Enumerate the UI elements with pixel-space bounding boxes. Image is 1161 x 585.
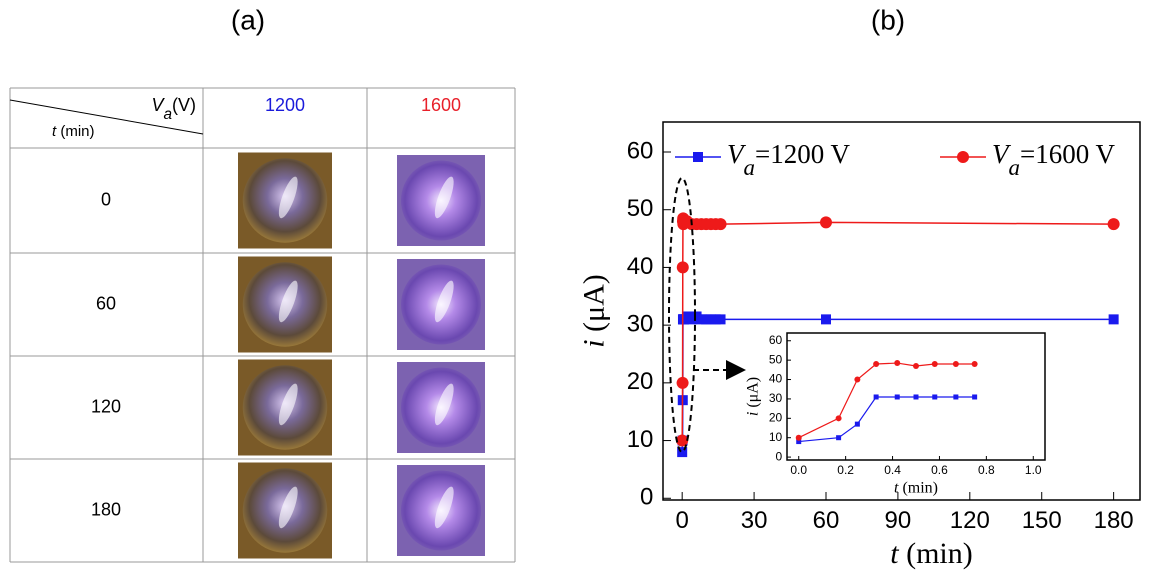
x-tick-label: 0.8 xyxy=(978,463,995,477)
x-tick-label: 30 xyxy=(741,507,768,534)
column-label: 1600 xyxy=(421,95,461,115)
marker xyxy=(874,394,879,399)
x-tick-label: 0.2 xyxy=(837,463,854,477)
row-label: 120 xyxy=(91,396,121,416)
row-label: 60 xyxy=(96,293,116,313)
x-axis-label: t (min) xyxy=(890,537,973,570)
marker xyxy=(894,360,900,366)
y-tick-label: 50 xyxy=(627,195,654,222)
table: Va(V) t (min) 1200 1600 0 60 120 180 xyxy=(10,88,515,562)
row-label: 0 xyxy=(101,189,111,209)
marker xyxy=(820,216,832,228)
x-tick-label: 150 xyxy=(1022,507,1062,534)
x-tick-label: 1.0 xyxy=(1025,463,1042,477)
marker xyxy=(836,415,842,421)
legend-marker xyxy=(957,151,969,163)
x-tick-label: 0 xyxy=(675,507,688,534)
x-tick-label: 180 xyxy=(1094,507,1134,534)
column-header: Va(V) xyxy=(151,95,196,123)
y-tick-label: 50 xyxy=(769,352,783,366)
x-tick-label: 60 xyxy=(813,507,840,534)
marker xyxy=(1109,314,1119,324)
marker xyxy=(932,361,938,367)
marker xyxy=(716,314,726,324)
legend-marker xyxy=(693,152,703,162)
row-header: t (min) xyxy=(52,123,95,140)
marker xyxy=(677,377,689,389)
marker xyxy=(855,422,860,427)
x-tick-label: 120 xyxy=(950,507,990,534)
y-axis-label: i (μA) xyxy=(577,274,610,348)
marker xyxy=(854,377,860,383)
panel-label: (a) xyxy=(231,4,265,35)
marker xyxy=(913,363,919,369)
y-tick-label: 60 xyxy=(769,333,783,347)
figure: (a) (b) Va(V)t (min)12001600060120180 03… xyxy=(0,0,1161,585)
panel-label: (b) xyxy=(871,4,905,35)
marker xyxy=(821,314,831,324)
marker xyxy=(873,361,879,367)
x-tick-label: 90 xyxy=(885,507,912,534)
x-axis-label: t (min) xyxy=(894,479,938,496)
y-tick-label: 30 xyxy=(627,310,654,337)
column-label: 1200 xyxy=(265,95,305,115)
marker xyxy=(796,435,802,441)
marker xyxy=(914,394,919,399)
y-axis-label: i (μA) xyxy=(744,377,761,416)
y-tick-label: 40 xyxy=(627,253,654,280)
marker xyxy=(953,394,958,399)
y-tick-label: 0 xyxy=(776,449,783,463)
marker xyxy=(895,394,900,399)
x-tick-label: 0.0 xyxy=(790,463,807,477)
marker xyxy=(1108,218,1120,230)
y-tick-label: 40 xyxy=(769,372,783,386)
y-tick-label: 20 xyxy=(769,410,783,424)
marker xyxy=(932,394,937,399)
y-tick-label: 30 xyxy=(769,391,783,405)
chart: 0 30 60 90 120 150 180 0 10 20 30 40 50 60 t (min) i (μ… xyxy=(577,122,1140,570)
marker xyxy=(972,361,978,367)
marker xyxy=(677,261,689,273)
y-tick-label: 20 xyxy=(627,368,654,395)
marker xyxy=(836,435,841,440)
y-tick-label: 10 xyxy=(769,430,783,444)
y-tick-label: 0 xyxy=(640,484,653,511)
x-tick-label: 0.6 xyxy=(931,463,948,477)
marker xyxy=(972,394,977,399)
row-label: 180 xyxy=(91,499,121,519)
y-tick-label: 10 xyxy=(627,426,654,453)
x-tick-label: 0.4 xyxy=(884,463,901,477)
marker xyxy=(953,361,959,367)
marker xyxy=(715,218,727,230)
y-tick-label: 60 xyxy=(627,137,654,164)
